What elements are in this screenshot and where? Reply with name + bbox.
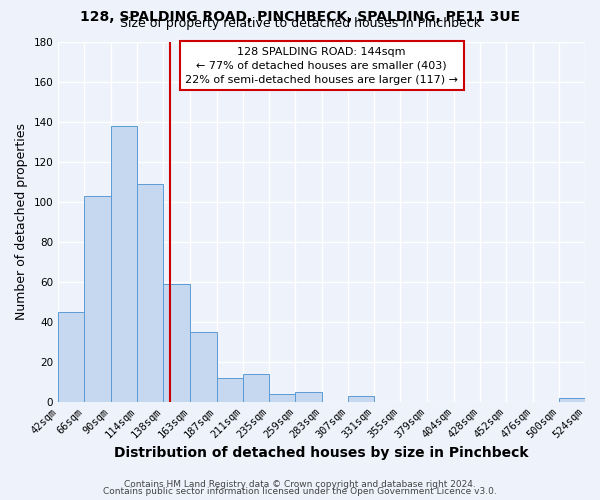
Bar <box>137 184 163 402</box>
Text: Contains HM Land Registry data © Crown copyright and database right 2024.: Contains HM Land Registry data © Crown c… <box>124 480 476 489</box>
Text: 128, SPALDING ROAD, PINCHBECK, SPALDING, PE11 3UE: 128, SPALDING ROAD, PINCHBECK, SPALDING,… <box>80 10 520 24</box>
Text: 128 SPALDING ROAD: 144sqm
← 77% of detached houses are smaller (403)
22% of semi: 128 SPALDING ROAD: 144sqm ← 77% of detac… <box>185 47 458 85</box>
Bar <box>295 392 322 402</box>
Bar <box>190 332 217 402</box>
Bar <box>110 126 137 402</box>
Bar <box>217 378 243 402</box>
Bar <box>348 396 374 402</box>
Bar <box>269 394 295 402</box>
Bar <box>163 284 190 402</box>
Text: Size of property relative to detached houses in Pinchbeck: Size of property relative to detached ho… <box>119 18 481 30</box>
Bar <box>559 398 585 402</box>
Text: Contains public sector information licensed under the Open Government Licence v3: Contains public sector information licen… <box>103 487 497 496</box>
Bar <box>85 196 110 402</box>
Bar <box>243 374 269 402</box>
Bar <box>58 312 85 402</box>
X-axis label: Distribution of detached houses by size in Pinchbeck: Distribution of detached houses by size … <box>115 446 529 460</box>
Y-axis label: Number of detached properties: Number of detached properties <box>15 123 28 320</box>
